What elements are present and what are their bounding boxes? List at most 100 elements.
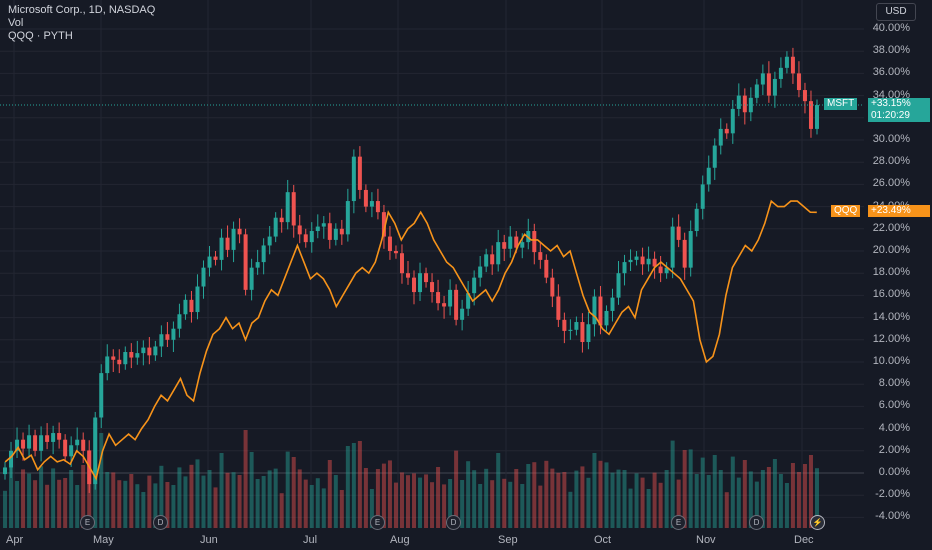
volume-bar bbox=[393, 482, 398, 528]
candle-body bbox=[796, 73, 801, 91]
earnings-icon[interactable]: E bbox=[370, 515, 385, 530]
x-tick-label: Aug bbox=[390, 534, 410, 546]
volume-bar bbox=[405, 475, 410, 528]
candle-body bbox=[430, 282, 435, 293]
volume-bar bbox=[748, 471, 753, 528]
msft-candlesticks bbox=[3, 47, 819, 493]
volume-bar bbox=[381, 463, 386, 528]
candle-body bbox=[454, 289, 459, 320]
candle-body bbox=[393, 251, 398, 254]
y-tick-label: 8.00% bbox=[878, 377, 910, 390]
candle-body bbox=[267, 236, 272, 246]
currency-button[interactable]: USD bbox=[876, 3, 916, 21]
volume-bar bbox=[111, 472, 116, 528]
volume-bar bbox=[237, 475, 242, 528]
candle-body bbox=[532, 231, 537, 253]
y-tick-label: 22.00% bbox=[872, 221, 910, 234]
lightning-icon[interactable]: ⚡ bbox=[810, 515, 825, 530]
volume-bar bbox=[694, 474, 699, 528]
candle-body bbox=[321, 223, 326, 227]
volume-bar bbox=[3, 490, 8, 528]
dividend-icon[interactable]: D bbox=[153, 515, 168, 530]
main-symbol-label[interactable]: Microsoft Corp., 1D, NASDAQ bbox=[8, 4, 156, 16]
candle-body bbox=[291, 192, 296, 226]
volume-bar bbox=[273, 468, 278, 528]
candle-body bbox=[231, 228, 236, 250]
volume-label[interactable]: Vol bbox=[8, 17, 24, 29]
compare-symbol-label[interactable]: QQQ · PYTH bbox=[8, 30, 73, 42]
volume-bar bbox=[814, 468, 819, 528]
candle-body bbox=[814, 105, 819, 129]
msft-countdown: 01:20:29 bbox=[871, 110, 910, 121]
candle-body bbox=[574, 322, 579, 330]
earnings-icon[interactable]: E bbox=[80, 515, 95, 530]
candle-body bbox=[412, 277, 417, 293]
candle-body bbox=[778, 67, 783, 79]
volume-bar bbox=[75, 485, 80, 528]
dividend-icon[interactable]: D bbox=[749, 515, 764, 530]
candle-body bbox=[760, 73, 765, 85]
volume-bar bbox=[315, 478, 320, 528]
candle-body bbox=[424, 273, 429, 283]
candle-body bbox=[652, 258, 657, 267]
candle-body bbox=[207, 256, 212, 268]
earnings-icon[interactable]: E bbox=[671, 515, 686, 530]
y-tick-label: 10.00% bbox=[872, 355, 910, 367]
volume-bar bbox=[327, 460, 332, 528]
volume-bar bbox=[808, 455, 813, 528]
candle-body bbox=[93, 417, 98, 485]
candle-body bbox=[754, 84, 759, 98]
volume-bar bbox=[454, 450, 459, 528]
candle-body bbox=[333, 228, 338, 240]
candle-body bbox=[279, 217, 284, 223]
volume-bars bbox=[3, 423, 819, 528]
y-tick-label: -4.00% bbox=[875, 510, 910, 523]
candle-body bbox=[309, 231, 314, 243]
volume-bar bbox=[766, 467, 771, 528]
volume-bar bbox=[550, 468, 555, 528]
candle-body bbox=[237, 228, 242, 235]
volume-bar bbox=[802, 464, 807, 528]
volume-bar bbox=[45, 484, 50, 528]
candle-body bbox=[538, 252, 543, 260]
volume-bar bbox=[622, 470, 627, 528]
volume-bar bbox=[496, 453, 501, 528]
volume-bar bbox=[778, 474, 783, 528]
volume-bar bbox=[189, 464, 194, 528]
volume-bar bbox=[412, 473, 417, 528]
candle-body bbox=[556, 296, 561, 320]
candle-body bbox=[51, 433, 56, 442]
dividend-icon[interactable]: D bbox=[446, 515, 461, 530]
volume-bar bbox=[333, 475, 338, 528]
volume-bar bbox=[387, 460, 392, 528]
volume-bar bbox=[610, 472, 615, 528]
volume-bar bbox=[592, 453, 597, 528]
volume-bar bbox=[664, 470, 669, 528]
volume-bar bbox=[159, 465, 164, 528]
volume-bar bbox=[243, 430, 248, 528]
candle-body bbox=[297, 225, 302, 235]
candle-body bbox=[351, 156, 356, 202]
volume-bar bbox=[796, 472, 801, 528]
y-tick-label: 30.00% bbox=[872, 133, 910, 145]
volume-bar bbox=[201, 475, 206, 528]
volume-bar bbox=[604, 462, 609, 528]
volume-bar bbox=[478, 484, 483, 528]
volume-bar bbox=[700, 457, 705, 528]
volume-bar bbox=[754, 481, 759, 528]
volume-bar bbox=[760, 470, 765, 528]
candle-body bbox=[592, 296, 597, 325]
x-tick-label: Apr bbox=[6, 534, 24, 546]
candle-body bbox=[69, 445, 74, 457]
candle-body bbox=[520, 242, 525, 248]
candle-body bbox=[363, 189, 368, 207]
volume-bar bbox=[183, 476, 188, 528]
volume-bar bbox=[424, 474, 429, 528]
volume-bar bbox=[57, 479, 62, 528]
candle-body bbox=[27, 435, 32, 449]
candle-body bbox=[249, 267, 254, 290]
candle-body bbox=[9, 450, 14, 468]
candle-body bbox=[99, 373, 104, 418]
volume-bar bbox=[195, 459, 200, 528]
